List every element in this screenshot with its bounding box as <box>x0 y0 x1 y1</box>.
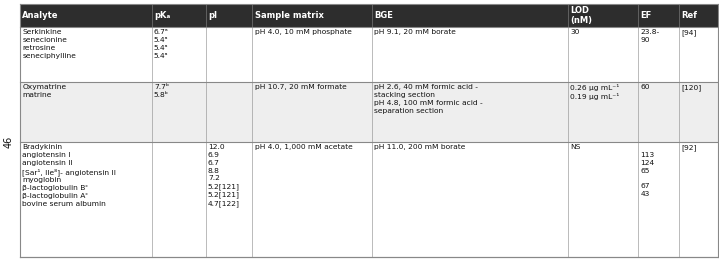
Text: 23.8-
90: 23.8- 90 <box>641 29 660 43</box>
Text: 60: 60 <box>641 84 650 90</box>
Text: pH 11.0, 200 mM borate: pH 11.0, 200 mM borate <box>375 144 466 150</box>
Text: NS: NS <box>570 144 581 150</box>
Text: [120]: [120] <box>682 84 702 91</box>
Text: 0.26 μg mL⁻¹
0.19 μg mL⁻¹: 0.26 μg mL⁻¹ 0.19 μg mL⁻¹ <box>570 84 620 100</box>
Text: 7.7ᵇ
5.8ᵇ: 7.7ᵇ 5.8ᵇ <box>154 84 169 98</box>
Text: [94]: [94] <box>682 29 697 36</box>
Text: 30: 30 <box>570 29 580 35</box>
Text: Bradykinin
angiotensin I
angiotensin II
[Sar¹, Ile⁸]- angiotensin II
myoglobin
β: Bradykinin angiotensin I angiotensin II … <box>22 144 116 207</box>
Bar <box>20 82 718 142</box>
Bar <box>20 142 718 257</box>
Text: Sample matrix: Sample matrix <box>255 11 324 20</box>
Text: 6.7ᵃ
5.4ᵃ
5.4ᵃ
5.4ᵃ: 6.7ᵃ 5.4ᵃ 5.4ᵃ 5.4ᵃ <box>154 29 169 59</box>
Text: Analyte: Analyte <box>22 11 59 20</box>
Text: BGE: BGE <box>375 11 393 20</box>
Text: 46: 46 <box>4 136 14 148</box>
Text: EF: EF <box>641 11 652 20</box>
Text: pH 9.1, 20 mM borate: pH 9.1, 20 mM borate <box>375 29 457 35</box>
Text: Serkinkine
senecionine
retrosine
seneciphylline: Serkinkine senecionine retrosine senecip… <box>22 29 76 59</box>
Text: Ref: Ref <box>682 11 697 20</box>
Bar <box>20 27 718 82</box>
Text: pI: pI <box>208 11 217 20</box>
Bar <box>20 4 718 27</box>
Text: 113
124
65

67
43: 113 124 65 67 43 <box>641 144 655 197</box>
Text: LOD
(nM): LOD (nM) <box>570 6 592 25</box>
Text: Oxymatrine
matrine: Oxymatrine matrine <box>22 84 66 98</box>
Text: pH 4.0, 10 mM phosphate: pH 4.0, 10 mM phosphate <box>255 29 352 35</box>
Text: 12.0
6.9
6.7
8.8
7.2
5.2[121]
5.2[121]
4.7[122]: 12.0 6.9 6.7 8.8 7.2 5.2[121] 5.2[121] 4… <box>208 144 240 207</box>
Text: pH 2.6, 40 mM formic acid -
stacking section
pH 4.8, 100 mM formic acid -
separa: pH 2.6, 40 mM formic acid - stacking sec… <box>375 84 483 114</box>
Text: pKₐ: pKₐ <box>154 11 170 20</box>
Text: pH 4.0, 1,000 mM acetate: pH 4.0, 1,000 mM acetate <box>255 144 352 150</box>
Text: [92]: [92] <box>682 144 697 151</box>
Text: pH 10.7, 20 mM formate: pH 10.7, 20 mM formate <box>255 84 347 90</box>
